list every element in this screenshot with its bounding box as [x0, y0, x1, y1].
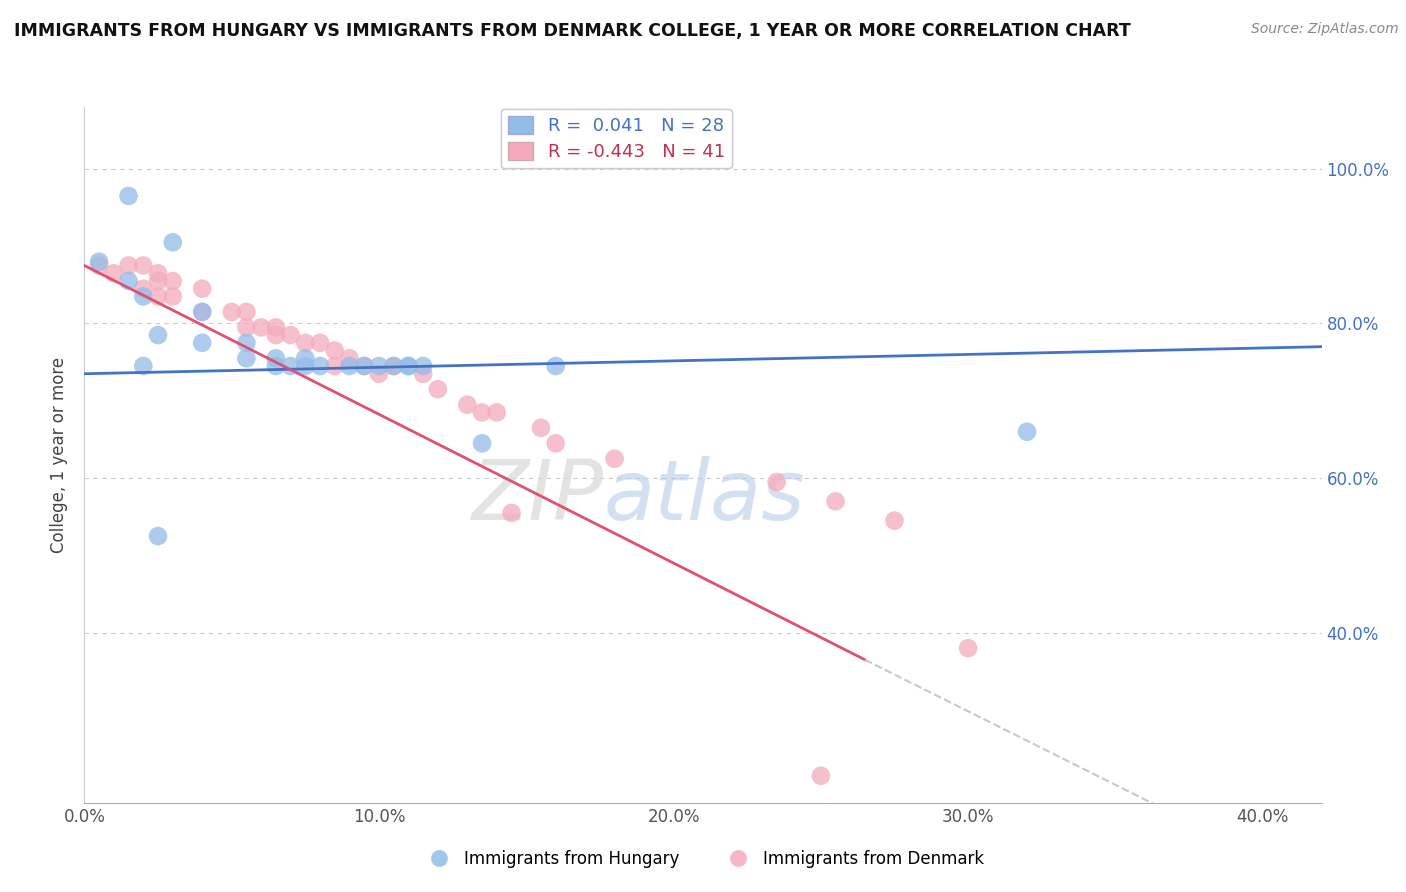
Point	[191, 305, 214, 319]
Point	[294, 359, 316, 373]
Point	[530, 421, 553, 435]
Point	[294, 351, 316, 366]
Point	[162, 289, 184, 303]
Point	[162, 274, 184, 288]
Point	[191, 305, 214, 319]
Point	[132, 259, 155, 273]
Point	[957, 641, 980, 656]
Point	[810, 769, 832, 783]
Legend: Immigrants from Hungary, Immigrants from Denmark: Immigrants from Hungary, Immigrants from…	[416, 844, 990, 875]
Point	[264, 359, 287, 373]
Point	[456, 398, 478, 412]
Point	[294, 335, 316, 350]
Point	[382, 359, 405, 373]
Text: Source: ZipAtlas.com: Source: ZipAtlas.com	[1251, 22, 1399, 37]
Point	[191, 282, 214, 296]
Point	[280, 359, 302, 373]
Point	[368, 367, 391, 381]
Point	[382, 359, 405, 373]
Point	[426, 382, 449, 396]
Point	[87, 259, 110, 273]
Point	[264, 351, 287, 366]
Point	[323, 359, 346, 373]
Point	[765, 475, 787, 489]
Point	[368, 359, 391, 373]
Point	[235, 320, 257, 334]
Text: ZIP: ZIP	[472, 456, 605, 537]
Point	[264, 328, 287, 343]
Point	[264, 320, 287, 334]
Point	[235, 351, 257, 366]
Point	[117, 274, 139, 288]
Point	[146, 328, 169, 343]
Point	[339, 359, 361, 373]
Point	[353, 359, 375, 373]
Point	[603, 451, 626, 466]
Point	[146, 529, 169, 543]
Point	[412, 359, 434, 373]
Point	[309, 359, 332, 373]
Point	[412, 367, 434, 381]
Point	[339, 351, 361, 366]
Point	[221, 305, 243, 319]
Point	[471, 436, 494, 450]
Point	[132, 359, 155, 373]
Point	[353, 359, 375, 373]
Point	[323, 343, 346, 358]
Point	[471, 405, 494, 419]
Point	[544, 359, 567, 373]
Point	[146, 266, 169, 280]
Point	[146, 274, 169, 288]
Point	[501, 506, 523, 520]
Point	[280, 328, 302, 343]
Point	[309, 335, 332, 350]
Point	[117, 189, 139, 203]
Y-axis label: College, 1 year or more: College, 1 year or more	[51, 357, 69, 553]
Point	[824, 494, 846, 508]
Point	[103, 266, 125, 280]
Point	[883, 514, 905, 528]
Point	[162, 235, 184, 250]
Point	[544, 436, 567, 450]
Point	[191, 335, 214, 350]
Point	[87, 254, 110, 268]
Text: atlas: atlas	[605, 456, 806, 537]
Point	[485, 405, 508, 419]
Point	[235, 305, 257, 319]
Point	[396, 359, 419, 373]
Point	[132, 282, 155, 296]
Point	[396, 359, 419, 373]
Point	[1015, 425, 1038, 439]
Point	[235, 335, 257, 350]
Point	[117, 259, 139, 273]
Text: IMMIGRANTS FROM HUNGARY VS IMMIGRANTS FROM DENMARK COLLEGE, 1 YEAR OR MORE CORRE: IMMIGRANTS FROM HUNGARY VS IMMIGRANTS FR…	[14, 22, 1130, 40]
Point	[250, 320, 273, 334]
Point	[132, 289, 155, 303]
Point	[146, 289, 169, 303]
Legend: R =  0.041   N = 28, R = -0.443   N = 41: R = 0.041 N = 28, R = -0.443 N = 41	[501, 109, 733, 169]
